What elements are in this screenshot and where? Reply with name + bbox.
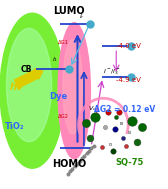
Text: LUMO: LUMO [54,6,85,16]
Text: $l_r$: $l_r$ [79,12,84,21]
Text: $V_{oc}$: $V_{oc}$ [88,104,99,113]
Text: HOMO: HOMO [52,160,87,169]
Text: TiO₂: TiO₂ [5,122,24,131]
Text: ΔG2: ΔG2 [58,114,69,119]
Text: -4.0 eV: -4.0 eV [116,43,141,49]
Text: ΔG1: ΔG1 [58,40,69,45]
Text: Dye: Dye [49,92,67,101]
FancyArrow shape [15,69,43,88]
Text: CB: CB [20,65,32,74]
Text: $l_1$: $l_1$ [52,55,58,64]
Text: ΔG2 = 0.12 eV: ΔG2 = 0.12 eV [94,105,155,114]
Ellipse shape [6,28,52,142]
Ellipse shape [0,13,65,168]
Ellipse shape [58,23,90,159]
Text: -4.9 eV: -4.9 eV [116,77,141,83]
Text: $I^-/I_3^-$: $I^-/I_3^-$ [102,67,121,77]
Text: SQ-75: SQ-75 [115,158,143,167]
Text: hν: hν [9,82,23,92]
Ellipse shape [63,40,82,134]
